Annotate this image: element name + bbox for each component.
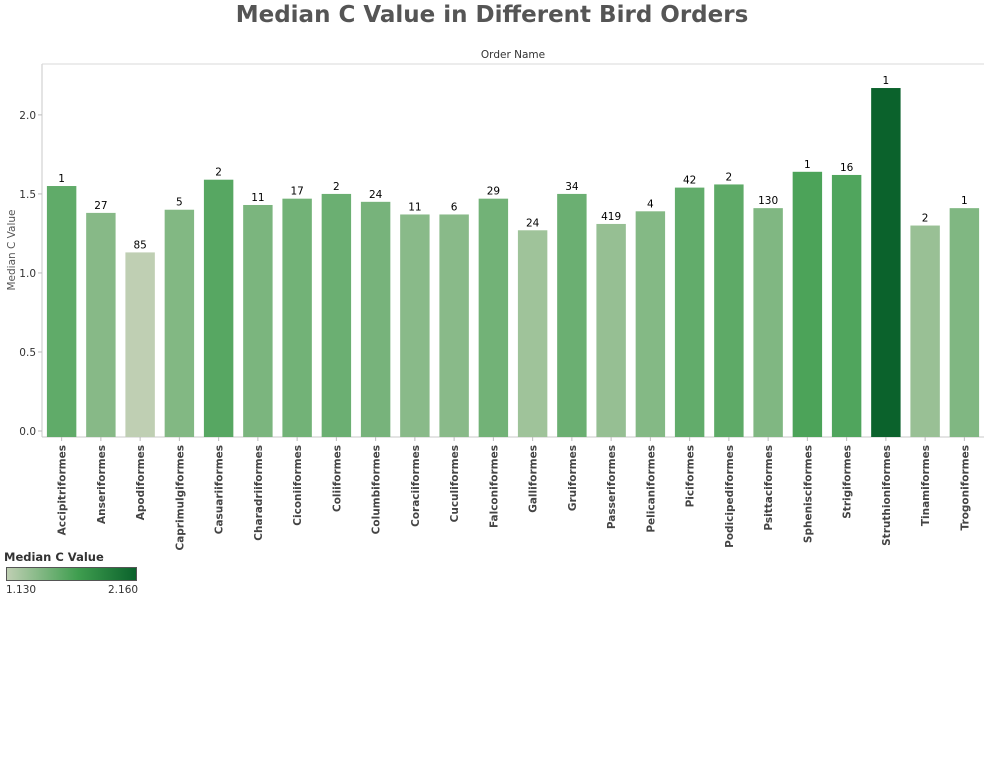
data-label: 1 <box>883 75 890 87</box>
x-tick-label: Accipitriformes <box>57 445 69 535</box>
bar-sphenisciformes[interactable] <box>792 171 823 437</box>
y-tick-label: 0.0 <box>19 426 36 438</box>
bar-piciformes[interactable] <box>674 187 705 437</box>
x-tick-label: Cuculiformes <box>449 445 461 522</box>
x-tick-label: Columbiformes <box>371 445 383 534</box>
data-label: 1 <box>961 195 968 207</box>
x-tick-label: Trogoniformes <box>959 445 971 530</box>
x-tick-label: Galliformes <box>528 445 540 513</box>
x-tick-label: Piciformes <box>685 445 697 507</box>
x-tick-labels: Accipitriformes Anseriformes Apodiformes Ca… <box>57 445 972 551</box>
data-label: 2 <box>922 213 929 225</box>
y-tick-label: 2.0 <box>19 110 36 122</box>
data-label: 6 <box>451 201 458 213</box>
data-label: 11 <box>251 192 264 204</box>
x-tick-label: Pelicaniformes <box>645 445 657 533</box>
bar-passeriformes[interactable] <box>596 223 626 437</box>
data-label: 85 <box>133 239 146 251</box>
data-label: 17 <box>290 186 303 198</box>
x-tick-label: Charadriiformes <box>253 445 265 541</box>
chart-title: Median C Value in Different Bird Orders <box>235 2 749 28</box>
data-label: 42 <box>683 175 696 187</box>
bar-galliformes[interactable] <box>517 230 548 437</box>
x-tick-label: Caprimulgiformes <box>174 445 186 551</box>
x-tick-label: Coliiformes <box>331 445 343 512</box>
legend-color-ramp <box>6 567 137 581</box>
data-label: 2 <box>333 181 340 193</box>
bar-gruiformes[interactable] <box>557 193 587 437</box>
x-tick-label: Struthioniformes <box>881 445 893 546</box>
data-label: 2 <box>215 167 222 179</box>
axes <box>38 63 984 441</box>
bar-columbiformes[interactable] <box>360 201 391 437</box>
data-label: 130 <box>758 195 778 207</box>
x-tick-label: Psittaciformes <box>763 445 775 531</box>
data-label: 34 <box>565 181 579 193</box>
data-label: 5 <box>176 197 183 209</box>
data-label: 11 <box>408 201 421 213</box>
bar-charadriiformes[interactable] <box>243 204 273 437</box>
bar-psittaciformes[interactable] <box>753 208 783 437</box>
bar-casuariiformes[interactable] <box>203 179 234 437</box>
x-tick-label: Gruiformes <box>567 445 579 511</box>
data-label: 27 <box>94 200 107 212</box>
bar-caprimulgiformes[interactable] <box>164 209 195 437</box>
bar-tinamiformes[interactable] <box>910 225 940 437</box>
y-tick-label: 1.5 <box>19 189 36 201</box>
x-tick-label: Ciconiiformes <box>292 445 304 526</box>
x-tick-label: Apodiformes <box>135 445 147 520</box>
x-tick-label: Anseriformes <box>96 445 108 524</box>
bar-trogoniformes[interactable] <box>949 208 980 437</box>
data-label: 16 <box>840 162 854 174</box>
bar-ciconiiformes[interactable] <box>282 198 312 437</box>
x-tick-label: Strigiformes <box>842 445 854 519</box>
data-label: 4 <box>647 198 654 210</box>
bar-struthioniformes[interactable] <box>871 88 901 437</box>
data-label: 24 <box>526 217 540 229</box>
bars <box>46 88 980 437</box>
y-tick-label: 1.0 <box>19 268 36 280</box>
data-label: 419 <box>601 211 621 223</box>
bar-coliiformes[interactable] <box>321 193 352 437</box>
legend-min-label: 1.130 <box>6 584 37 596</box>
bar-accipitriformes[interactable] <box>46 186 77 437</box>
legend-max-label: 2.160 <box>108 584 139 596</box>
data-label: 29 <box>487 186 500 198</box>
legend-title: Median C Value <box>4 550 104 564</box>
data-label: 1 <box>58 173 65 185</box>
x-tick-label: Sphenisciformes <box>802 445 814 543</box>
bar-pelicaniformes[interactable] <box>635 211 666 437</box>
x-tick-label: Tinamiformes <box>920 445 932 526</box>
bar-anseriformes[interactable] <box>86 212 116 437</box>
x-tick-label: Passeriformes <box>606 445 618 529</box>
x-tick-label: Podicipediformes <box>724 445 736 548</box>
bar-apodiformes[interactable] <box>125 252 155 437</box>
bar-coraciiformes[interactable] <box>400 214 430 437</box>
x-tick-label: Falconiformes <box>488 445 500 528</box>
bar-falconiformes[interactable] <box>478 198 509 437</box>
column-header-label: Order Name <box>481 49 545 61</box>
data-label: 1 <box>804 159 811 171</box>
y-tick-label: 0.5 <box>19 347 36 359</box>
y-axis-title: Median C Value <box>6 209 18 290</box>
data-label: 24 <box>369 189 383 201</box>
data-label: 2 <box>726 171 733 183</box>
bar-cuculiformes[interactable] <box>439 214 469 437</box>
x-tick-label: Coraciiformes <box>410 445 422 527</box>
x-tick-label: Casuariiformes <box>214 445 226 534</box>
y-tick-labels: 0.0 0.5 1.0 1.5 2.0 <box>19 110 36 438</box>
bar-strigiformes[interactable] <box>831 174 862 437</box>
bar-podicipediformes[interactable] <box>714 184 744 437</box>
